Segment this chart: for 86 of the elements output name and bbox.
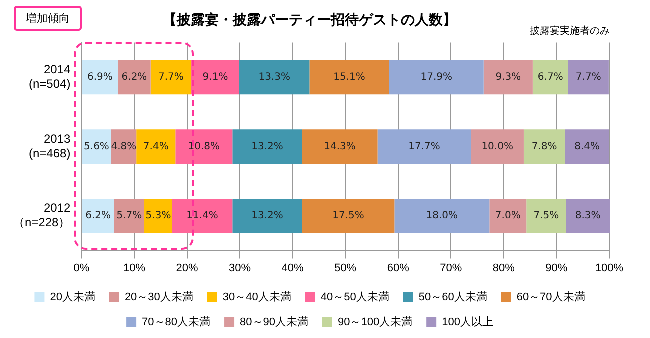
data-label: 6.2%	[122, 72, 148, 84]
data-label: 17.5%	[332, 210, 364, 222]
bar	[565, 130, 610, 164]
x-tick-label: 10%	[123, 262, 146, 274]
data-label: 8.3%	[575, 210, 601, 222]
bar	[532, 60, 568, 95]
legend-label: 20人未満	[50, 290, 96, 304]
bar	[524, 130, 566, 164]
x-tick-label: 80%	[492, 262, 516, 274]
data-label: 11.4%	[186, 210, 218, 222]
bar	[310, 60, 390, 95]
data-label: 13.3%	[258, 72, 290, 84]
data-label: 5.7%	[116, 210, 142, 222]
bar	[150, 60, 192, 95]
bar	[82, 198, 114, 234]
data-label: 7.8%	[532, 141, 558, 152]
data-label: 14.3%	[324, 141, 356, 152]
bar	[118, 60, 151, 95]
legend-label: 90～100人未満	[338, 316, 413, 329]
data-label: 5.3%	[146, 210, 172, 222]
data-label: 13.2%	[252, 141, 284, 152]
x-tick-label: 90%	[546, 262, 568, 274]
bar	[566, 198, 610, 234]
bar	[232, 130, 302, 164]
bar	[232, 198, 302, 234]
bar	[568, 60, 609, 95]
y-tick-label: 2013 (n=468)	[29, 132, 72, 160]
data-label: 7.0%	[495, 210, 521, 222]
bar	[82, 130, 112, 164]
legend-label: 80～90人未満	[240, 316, 309, 329]
bar	[240, 60, 310, 95]
data-label: 8.4%	[574, 141, 600, 152]
x-tick-label: 40%	[282, 262, 304, 274]
data-label: 17.7%	[408, 141, 440, 152]
bar	[394, 198, 490, 234]
x-tick-label: 100%	[595, 262, 624, 274]
bar	[191, 60, 240, 95]
data-label: 6.7%	[538, 72, 564, 84]
data-label: 5.6%	[84, 141, 110, 152]
chart-title: 【披露宴・披露パーティー招待ゲストの人数】	[163, 11, 457, 28]
legend-label: 20～30人未満	[124, 290, 194, 304]
data-label: 4.8%	[111, 141, 137, 152]
legend-label: 70～80人未満	[142, 316, 211, 329]
bar	[176, 130, 233, 164]
data-label: 7.7%	[158, 72, 184, 84]
bar	[471, 130, 524, 164]
bar	[484, 60, 533, 95]
legend-label: 100人以上	[442, 316, 494, 329]
legend-label: 40～50人未満	[320, 290, 390, 304]
data-label: 13.2%	[252, 210, 284, 222]
data-label: 7.4%	[143, 141, 169, 152]
bar	[114, 198, 145, 234]
data-label: 15.1%	[334, 72, 366, 84]
bar	[302, 198, 395, 234]
data-label: 17.9%	[420, 72, 453, 84]
y-tick-label: 2012 （n=228）	[13, 201, 72, 230]
bar	[526, 198, 566, 234]
y-tick-label: 2014 (n=504)	[29, 62, 72, 91]
bar	[82, 60, 118, 95]
bar	[144, 198, 172, 234]
legend-label: 50～60人未満	[418, 290, 488, 304]
chart-subtitle: 披露宴実施者のみ	[530, 24, 610, 38]
x-tick-label: 20%	[176, 262, 198, 274]
legend-label: 30～40人未満	[222, 290, 292, 304]
data-label: 7.7%	[576, 72, 602, 84]
text: 増加傾向	[14, 6, 82, 31]
data-label: 7.5%	[534, 210, 560, 222]
bar	[378, 130, 472, 164]
data-label: 10.0%	[482, 141, 514, 152]
legend-label: 60～70人未満	[516, 290, 586, 304]
bar	[389, 60, 484, 95]
x-tick-label: 0%	[74, 262, 90, 274]
x-tick-label: 50%	[334, 262, 357, 274]
x-tick-label: 60%	[387, 262, 410, 274]
data-label: 18.0%	[426, 210, 458, 222]
bar	[136, 130, 176, 164]
bar	[490, 198, 527, 234]
data-label: 6.9%	[87, 72, 113, 84]
bar	[302, 130, 378, 164]
x-tick-label: 30%	[229, 262, 252, 274]
data-label: 6.2%	[86, 210, 112, 222]
x-tick-label: 70%	[440, 262, 462, 274]
data-label: 10.8%	[188, 141, 220, 152]
bar	[172, 198, 233, 234]
data-label: 9.1%	[202, 72, 228, 84]
data-label: 9.3%	[496, 72, 522, 84]
